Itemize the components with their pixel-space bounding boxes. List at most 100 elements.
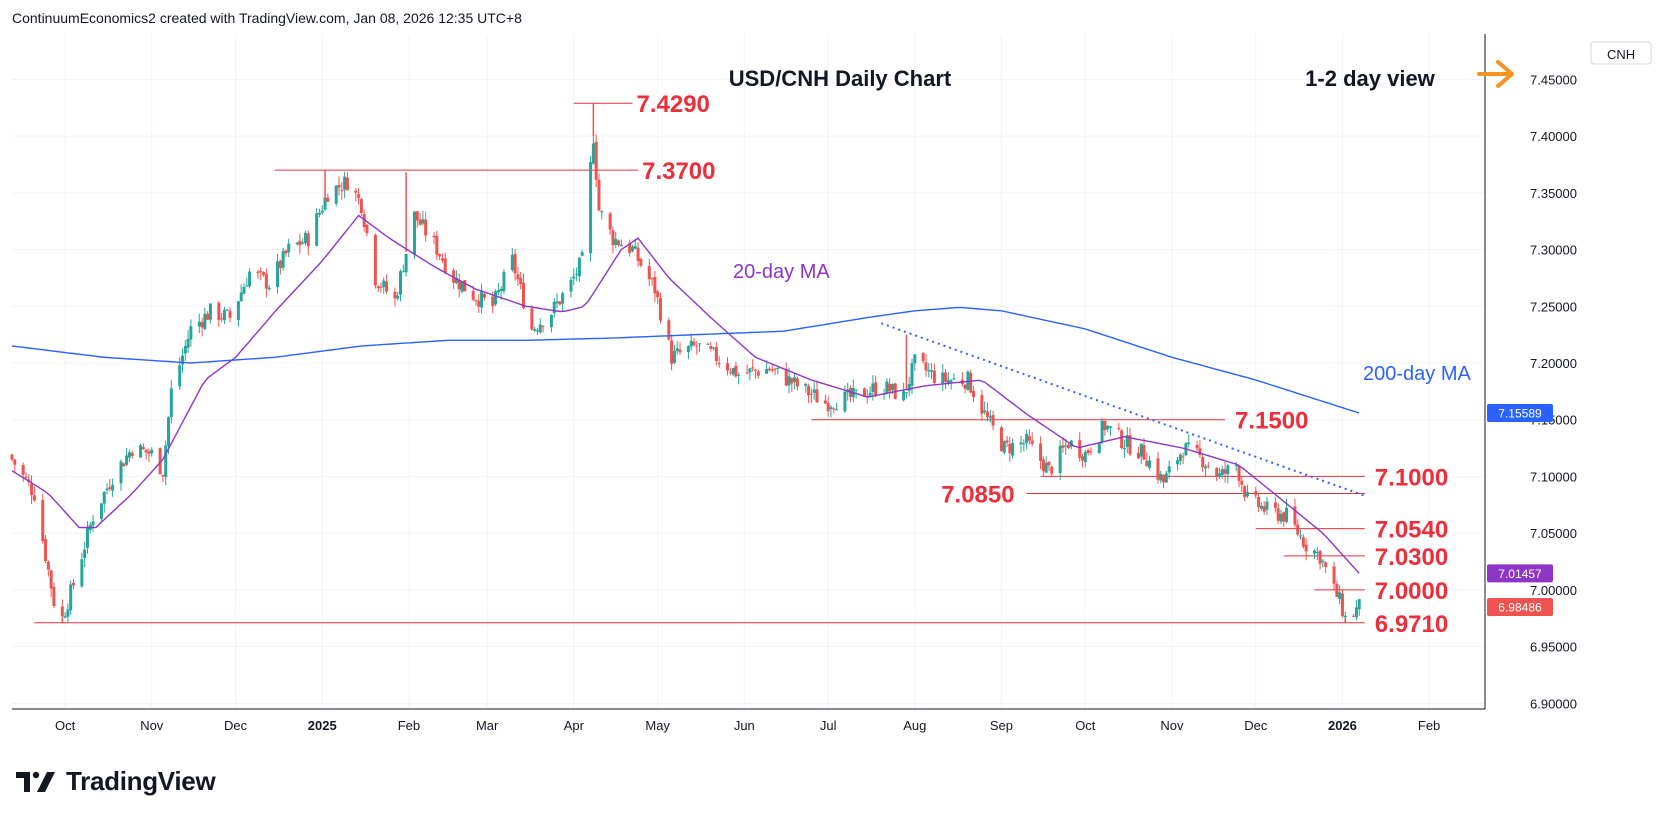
candle-body <box>1106 425 1110 430</box>
chart-title: USD/CNH Daily Chart <box>729 66 952 91</box>
candle-body <box>639 259 643 266</box>
candle-body <box>189 326 193 340</box>
created-by-text: ContinuumEconomics2 created with Trading… <box>12 10 522 26</box>
candle-body <box>569 279 573 292</box>
candle-body <box>1167 466 1171 473</box>
candle-body <box>692 341 696 346</box>
candle-body <box>843 391 847 412</box>
candle-body <box>180 355 184 365</box>
candle-body <box>284 250 288 254</box>
candle-body <box>499 288 503 292</box>
candle-body <box>823 400 827 404</box>
ma200-price-tag: 7.15589 <box>1498 407 1542 421</box>
candle-body <box>1335 583 1339 598</box>
candle-body <box>594 141 598 180</box>
candle-body <box>745 372 749 374</box>
x-tick-label: Jul <box>820 718 837 733</box>
candle-body <box>1257 496 1261 508</box>
candle-body <box>944 372 948 382</box>
candle-body <box>770 369 774 371</box>
candle-body <box>21 465 25 475</box>
candle-body <box>122 463 126 467</box>
candle-body <box>714 346 718 362</box>
candle-body <box>130 452 134 456</box>
candle-body <box>1148 460 1152 468</box>
tradingview-branding[interactable]: TradingView <box>14 766 216 797</box>
candle-body <box>105 488 109 491</box>
candle-body <box>555 301 559 304</box>
candle-body <box>963 384 967 389</box>
candle-body <box>552 301 556 314</box>
candle-body <box>435 235 439 255</box>
candle-body <box>753 369 757 371</box>
candle-body <box>969 372 973 393</box>
candle-body <box>303 232 307 244</box>
candle-body <box>717 363 721 365</box>
candle-body <box>751 367 755 369</box>
candle-body <box>658 298 662 321</box>
candle-body <box>667 320 671 340</box>
candle-body <box>902 391 906 401</box>
candle-body <box>972 390 976 398</box>
candle-body <box>538 324 542 333</box>
candle-body <box>415 211 419 221</box>
candle-body <box>418 219 422 225</box>
candle-body <box>913 354 917 364</box>
candle-body <box>1136 453 1140 459</box>
candle-body <box>1343 615 1347 618</box>
candle-body <box>119 461 123 484</box>
candle-body <box>393 291 397 299</box>
candle-body <box>267 287 271 290</box>
level-label: 7.4290 <box>637 91 710 118</box>
candle-body <box>946 379 950 384</box>
candle-body <box>1187 442 1191 444</box>
candle-body <box>1226 465 1230 475</box>
candle-body <box>326 197 330 202</box>
candle-body <box>1296 524 1300 535</box>
candle-body <box>1100 420 1104 443</box>
candle-body <box>672 351 676 363</box>
candle-body <box>83 549 87 559</box>
candle-body <box>1002 441 1006 453</box>
x-tick-label: Feb <box>398 718 420 733</box>
candle-body <box>767 368 771 371</box>
last-price-tag-bg <box>1487 598 1553 617</box>
candle-body <box>826 403 830 412</box>
level-label: 7.1000 <box>1375 464 1448 491</box>
candle-body <box>921 353 925 362</box>
candle-body <box>795 378 799 387</box>
candle-body <box>1164 473 1168 483</box>
candle-body <box>1181 456 1185 458</box>
candle-body <box>144 449 148 453</box>
candle-body <box>208 303 212 320</box>
candle-body <box>354 190 358 193</box>
candle-body <box>1047 461 1051 466</box>
candle-body <box>558 301 562 305</box>
candle-body <box>726 363 730 371</box>
candle-body <box>256 271 260 273</box>
x-tick-label: Oct <box>55 718 76 733</box>
candle-body <box>46 561 50 570</box>
candle-body <box>66 609 70 617</box>
moving-averages <box>11 214 1360 574</box>
x-tick-label: Jun <box>734 718 755 733</box>
candle-body <box>1061 445 1065 448</box>
chart-grid <box>12 34 1485 709</box>
x-tick-label: Mar <box>476 718 499 733</box>
candle-body <box>890 383 894 391</box>
x-tick-label: Feb <box>1418 718 1440 733</box>
candle-body <box>1262 506 1266 512</box>
candle-body <box>1142 445 1146 460</box>
y-tick-label: 7.25000 <box>1530 299 1577 314</box>
candle-body <box>927 370 931 372</box>
tradingview-logo-icon <box>16 771 55 792</box>
candle-body <box>809 393 813 395</box>
candle-body <box>932 370 936 383</box>
candle-body <box>614 238 618 246</box>
candle-body <box>1008 443 1012 454</box>
candle-body <box>343 176 347 190</box>
level-label: 7.1500 <box>1235 408 1308 435</box>
symbol-label: CNH <box>1607 47 1635 62</box>
candle-body <box>1201 456 1205 468</box>
